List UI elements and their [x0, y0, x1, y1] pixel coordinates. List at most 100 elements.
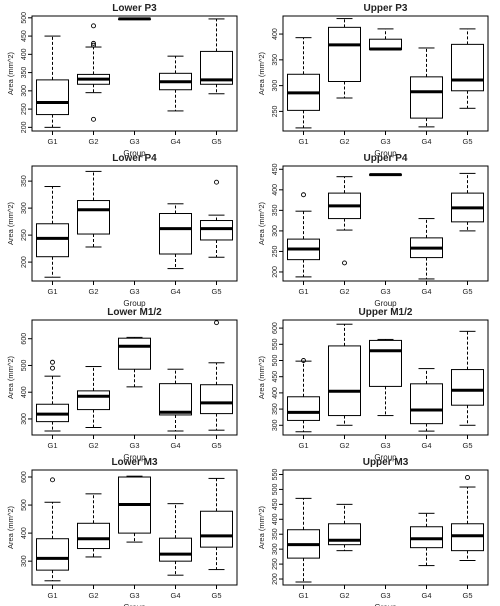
y-axis-label: Area (mm^2): [257, 505, 266, 549]
iqr-box: [159, 213, 192, 255]
x-tick-label: G3: [380, 591, 390, 600]
y-tick-label: 200: [21, 121, 28, 133]
y-tick-label: 600: [272, 322, 279, 334]
y-tick-label: 550: [272, 469, 279, 481]
y-tick-label: 400: [21, 48, 28, 60]
x-tick-label: G1: [47, 441, 57, 450]
y-tick-label: 250: [272, 558, 279, 570]
x-tick-label: G4: [421, 441, 431, 450]
outlier-point: [214, 320, 219, 326]
y-tick-label: 200: [21, 256, 28, 268]
x-axis-label: Group: [374, 453, 397, 462]
outlier-point: [301, 358, 306, 363]
x-tick-label: G2: [88, 287, 98, 296]
y-tick-label: 400: [272, 184, 279, 196]
iqr-box: [200, 220, 233, 241]
x-tick-label: G5: [211, 591, 221, 600]
y-tick-label: 350: [21, 175, 28, 187]
y-tick-label: 550: [272, 338, 279, 350]
y-tick-label: 300: [21, 413, 28, 425]
y-tick-label: 450: [21, 30, 28, 42]
iqr-box: [410, 76, 443, 119]
outlier-point: [91, 23, 96, 29]
x-tick-label: G2: [339, 137, 349, 146]
x-tick-label: G3: [129, 591, 139, 600]
plot-frame: [282, 165, 489, 282]
iqr-box: [118, 337, 151, 370]
x-tick-label: G4: [170, 137, 180, 146]
iqr-box: [369, 339, 402, 387]
outlier-point: [91, 40, 96, 46]
outlier-point: [465, 475, 470, 480]
y-tick-label: 250: [272, 245, 279, 257]
x-tick-label: G4: [421, 137, 431, 146]
y-tick-label: 200: [272, 573, 279, 585]
panel-title: Lower P3: [112, 3, 157, 14]
y-axis-label: Area (mm^2): [6, 51, 15, 95]
y-tick-label: 350: [272, 403, 279, 415]
x-axis-label: Group: [374, 299, 397, 308]
x-axis-label: Group: [123, 299, 146, 308]
x-tick-label: G1: [47, 591, 57, 600]
x-tick-label: G4: [170, 441, 180, 450]
y-tick-label: 600: [21, 333, 28, 345]
iqr-box: [328, 345, 361, 417]
iqr-box: [287, 396, 320, 421]
y-tick-label: 250: [272, 105, 279, 117]
x-tick-label: G1: [298, 287, 308, 296]
iqr-box: [200, 510, 233, 548]
y-tick-label: 500: [21, 12, 28, 24]
y-tick-label: 250: [21, 229, 28, 241]
x-tick-label: G5: [462, 137, 472, 146]
outlier-point: [50, 365, 55, 371]
y-tick-label: 350: [272, 54, 279, 66]
x-tick-label: G3: [380, 287, 390, 296]
x-tick-label: G2: [339, 287, 349, 296]
x-tick-label: G2: [339, 441, 349, 450]
outlier-point: [301, 192, 306, 198]
y-tick-label: 350: [21, 67, 28, 79]
y-axis-label: Area (mm^2): [257, 201, 266, 245]
x-tick-label: G3: [380, 137, 390, 146]
x-tick-label: G1: [298, 137, 308, 146]
outlier-point: [91, 42, 96, 48]
y-tick-label: 450: [272, 498, 279, 510]
y-axis-label: Area (mm^2): [6, 505, 15, 549]
panel-title: Upper P4: [364, 153, 408, 164]
outlier-point: [50, 359, 55, 365]
x-tick-label: G5: [462, 591, 472, 600]
iqr-box: [77, 200, 110, 235]
x-tick-label: G5: [462, 441, 472, 450]
iqr-box: [200, 384, 233, 415]
x-tick-label: G3: [129, 287, 139, 296]
y-tick-label: 450: [272, 163, 279, 175]
y-axis-label: Area (mm^2): [257, 355, 266, 399]
outlier-point: [50, 477, 55, 483]
outlier-point: [91, 116, 96, 122]
outlier-point: [214, 179, 219, 185]
y-tick-label: 500: [272, 355, 279, 367]
y-axis-label: Area (mm^2): [6, 355, 15, 399]
x-tick-label: G4: [170, 591, 180, 600]
y-axis-label: Area (mm^2): [6, 201, 15, 245]
x-tick-label: G3: [380, 441, 390, 450]
y-tick-label: 300: [21, 555, 28, 567]
y-tick-label: 500: [21, 499, 28, 511]
iqr-box: [36, 538, 69, 571]
y-tick-label: 450: [272, 371, 279, 383]
x-tick-label: G3: [129, 137, 139, 146]
y-tick-label: 500: [272, 483, 279, 495]
x-tick-label: G5: [211, 441, 221, 450]
y-tick-label: 300: [272, 80, 279, 92]
iqr-box: [36, 223, 69, 258]
panel-title: Upper P3: [364, 3, 408, 14]
y-tick-label: 400: [272, 513, 279, 525]
x-axis-label: Group: [123, 603, 146, 606]
x-axis-label: Group: [374, 603, 397, 606]
y-tick-label: 400: [21, 527, 28, 539]
y-tick-label: 400: [21, 386, 28, 398]
y-tick-label: 600: [21, 471, 28, 483]
outlier-point: [342, 260, 347, 266]
y-tick-label: 400: [272, 28, 279, 40]
x-tick-label: G5: [462, 287, 472, 296]
